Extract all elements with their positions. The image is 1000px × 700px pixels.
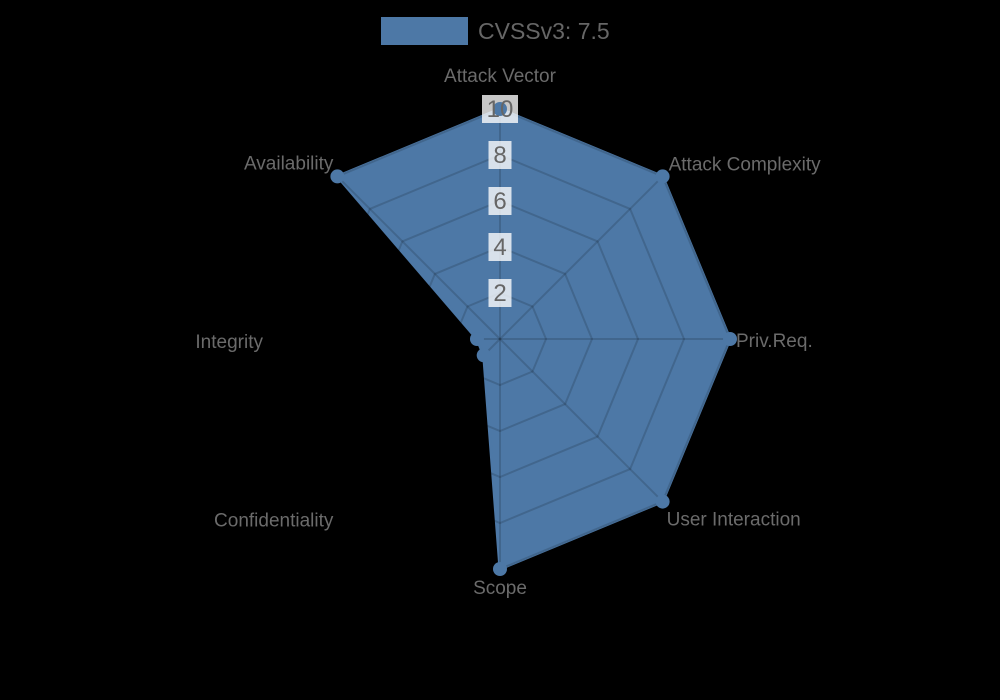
grid-spoke xyxy=(499,338,664,503)
tick-label: 2 xyxy=(493,280,506,307)
data-point-user-interaction[interactable] xyxy=(655,494,670,509)
legend-swatch xyxy=(381,17,468,45)
axis-label-integrity: Integrity xyxy=(195,332,263,353)
data-point-confidentiality[interactable] xyxy=(476,348,491,363)
data-point-priv-req[interactable] xyxy=(723,332,737,346)
grid-ring xyxy=(360,199,640,479)
tick-backdrop xyxy=(488,279,512,307)
tick-label: 4 xyxy=(493,234,506,261)
axis-label-confidentiality: Confidentiality xyxy=(214,511,334,532)
tick-backdrop xyxy=(488,141,512,169)
data-point-attack-vector[interactable] xyxy=(493,102,507,116)
grid-ring xyxy=(314,153,686,525)
data-point-scope[interactable] xyxy=(493,562,507,576)
axis-label-user-interaction: User Interaction xyxy=(667,510,801,531)
axis-label-scope: Scope xyxy=(473,578,527,599)
grid-spoke xyxy=(336,175,501,340)
data-point-attack-complexity[interactable] xyxy=(655,169,670,184)
tick-backdrop xyxy=(488,233,512,261)
axis-label-availability: Availability xyxy=(244,153,334,174)
data-point-integrity[interactable] xyxy=(470,332,484,346)
grid-ring xyxy=(406,245,594,433)
data-point-availability[interactable] xyxy=(330,169,345,184)
grid-ring xyxy=(452,291,548,387)
axis-label-attack-complexity: Attack Complexity xyxy=(669,154,822,175)
legend-item[interactable]: CVSSv3: 7.5 xyxy=(381,17,610,45)
axis-label-attack-vector: Attack Vector xyxy=(444,66,557,87)
tick-label: 6 xyxy=(493,188,506,215)
legend-label: CVSSv3: 7.5 xyxy=(478,17,610,44)
axis-label-priv-req: Priv.Req. xyxy=(736,331,813,352)
tick-backdrop xyxy=(488,187,512,215)
tick-label: 10 xyxy=(487,96,514,123)
tick-label: 8 xyxy=(493,142,506,169)
grid-spoke xyxy=(499,175,664,340)
grid-spoke xyxy=(336,338,501,503)
